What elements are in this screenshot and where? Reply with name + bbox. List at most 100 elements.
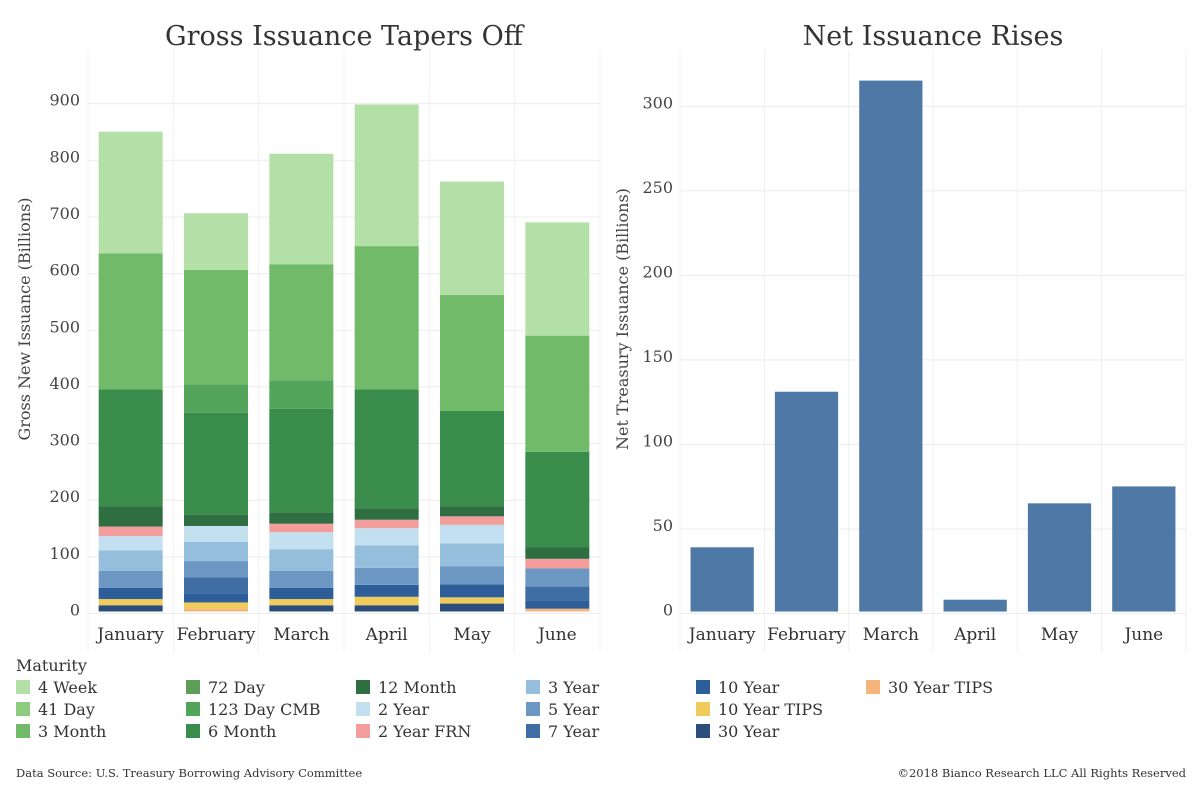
chart-2-x-tick-label: March — [863, 625, 919, 645]
copyright-note: ©2018 Bianco Research LLC All Rights Res… — [897, 766, 1186, 780]
bar-segment-30-year-april — [354, 605, 419, 612]
chart-1-x-tick-label: January — [95, 625, 164, 645]
bar-segment-30-year-may — [440, 603, 504, 612]
legend-item-3-year: 3 Year — [526, 677, 599, 697]
legend-item-30-year: 30 Year — [696, 721, 779, 741]
legend-swatch — [696, 702, 710, 716]
bar-segment-12-month-february — [184, 514, 248, 526]
chart-2-y-tick-label: 300 — [642, 93, 673, 112]
bar-segment-10-year-march — [269, 587, 334, 600]
legend-label: 10 Year TIPS — [718, 699, 824, 719]
chart-1-y-tick-label: 500 — [49, 317, 80, 336]
bar-segment-12-month-march — [269, 512, 334, 524]
bar-segment-3-year-april — [354, 545, 419, 568]
bar-segment-6-month-june — [525, 451, 590, 548]
bar-segment-10-year-june — [525, 600, 590, 609]
legend-label: 2 Year FRN — [378, 721, 472, 741]
bar-segment-3-year-may — [440, 543, 504, 567]
chart-1-x-tick-label: March — [273, 625, 329, 645]
chart-2-y-tick-label: 0 — [663, 601, 673, 620]
legend-swatch — [356, 702, 370, 716]
legend-item-2-year-frn: 2 Year FRN — [356, 721, 471, 741]
bar-segment-10-year-tips-april — [354, 596, 419, 606]
legend-label: 7 Year — [548, 721, 600, 741]
legend-title: Maturity — [16, 656, 87, 675]
bar-segment-5-year-may — [440, 566, 504, 585]
bar-segment-123-day-cmb-february — [184, 384, 248, 413]
chart-2-y-axis-label: Net Treasury Issuance (Billions) — [613, 188, 632, 450]
net-issuance-bar-february — [774, 391, 839, 612]
bar-segment-3-month-june — [525, 335, 590, 452]
bar-segment-6-month-may — [440, 410, 504, 507]
bar-segment-4-week-february — [184, 213, 248, 270]
bar-segment-3-year-february — [184, 541, 248, 562]
legend-label: 3 Year — [548, 677, 600, 697]
legend-swatch — [696, 680, 710, 694]
chart-2-y-tick-label: 250 — [642, 178, 673, 197]
net-issuance-bar-may — [1027, 503, 1092, 612]
chart-1-x-tick-label: April — [365, 625, 408, 645]
chart-2-x-tick-label: June — [1122, 625, 1163, 645]
bar-segment-5-year-march — [269, 570, 334, 588]
chart-1-y-tick-label: 700 — [49, 204, 80, 223]
bar-segment-6-month-march — [269, 408, 334, 513]
chart-1-y-tick-label: 600 — [49, 261, 80, 280]
legend-swatch — [186, 680, 200, 694]
bar-segment-12-month-april — [354, 508, 419, 520]
bar-segment-4-week-march — [269, 153, 334, 265]
chart-1-y-tick-label: 200 — [49, 487, 80, 506]
bar-segment-7-year-february — [184, 577, 248, 594]
bar-segment-6-month-january — [98, 389, 163, 507]
legend-label: 30 Year TIPS — [888, 677, 994, 697]
legend-swatch — [526, 724, 540, 738]
legend-swatch — [526, 680, 540, 694]
bar-segment-30-year-tips-february — [184, 608, 248, 612]
bar-segment-2-year-may — [440, 524, 504, 544]
bar-segment-5-year-january — [98, 570, 163, 588]
legend-swatch — [356, 724, 370, 738]
net-issuance-bar-march — [859, 80, 923, 612]
chart-1-y-tick-label: 400 — [49, 374, 80, 393]
bar-segment-5-year-june — [525, 568, 590, 587]
legend-item-123-day-cmb: 123 Day CMB — [186, 699, 321, 719]
bar-segment-12-month-june — [525, 547, 590, 559]
legend-item-10-year-tips: 10 Year TIPS — [696, 699, 823, 719]
bar-segment-3-month-january — [98, 253, 163, 390]
legend-swatch — [526, 702, 540, 716]
bar-segment-10-year-tips-may — [440, 597, 504, 604]
bar-segment-2-year-frn-april — [354, 519, 419, 529]
net-issuance-bar-april — [943, 599, 1007, 612]
chart-2-x-tick-label: May — [1041, 625, 1079, 645]
bar-segment-10-year-tips-february — [184, 602, 248, 609]
chart-1-y-tick-label: 300 — [49, 431, 80, 450]
bar-segment-10-year-tips-march — [269, 599, 334, 606]
chart-2-title: Net Issuance Rises — [803, 21, 1064, 52]
legend-item-41-day: 41 Day — [16, 699, 95, 719]
legend-item-7-year: 7 Year — [526, 721, 599, 741]
legend-label: 12 Month — [378, 677, 457, 697]
legend-swatch — [186, 724, 200, 738]
legend-label: 3 Month — [38, 721, 107, 741]
bar-segment-123-day-cmb-march — [269, 380, 334, 409]
bar-segment-30-year-march — [269, 605, 334, 612]
legend-label: 4 Week — [38, 677, 98, 697]
chart-1-y-tick-label: 900 — [49, 91, 80, 110]
bar-segment-3-year-march — [269, 549, 334, 571]
legend-label: 123 Day CMB — [208, 699, 321, 719]
chart-2-x-tick-label: April — [953, 625, 996, 645]
bar-segment-6-month-february — [184, 412, 248, 515]
bar-segment-10-year-february — [184, 593, 248, 603]
bar-segment-3-month-may — [440, 294, 504, 411]
chart-1-x-tick-label: May — [453, 625, 491, 645]
legend-swatch — [696, 724, 710, 738]
legend-swatch — [16, 680, 30, 694]
bar-segment-2-year-april — [354, 528, 419, 546]
legend-item-3-month: 3 Month — [16, 721, 106, 741]
bar-segment-2-year-january — [98, 536, 163, 551]
legend-label: 30 Year — [718, 721, 780, 741]
bar-segment-3-month-april — [354, 246, 419, 390]
bar-segment-3-month-february — [184, 269, 248, 385]
legend-item-72-day: 72 Day — [186, 677, 265, 697]
legend-label: 5 Year — [548, 699, 600, 719]
bar-segment-2-year-frn-march — [269, 523, 334, 533]
